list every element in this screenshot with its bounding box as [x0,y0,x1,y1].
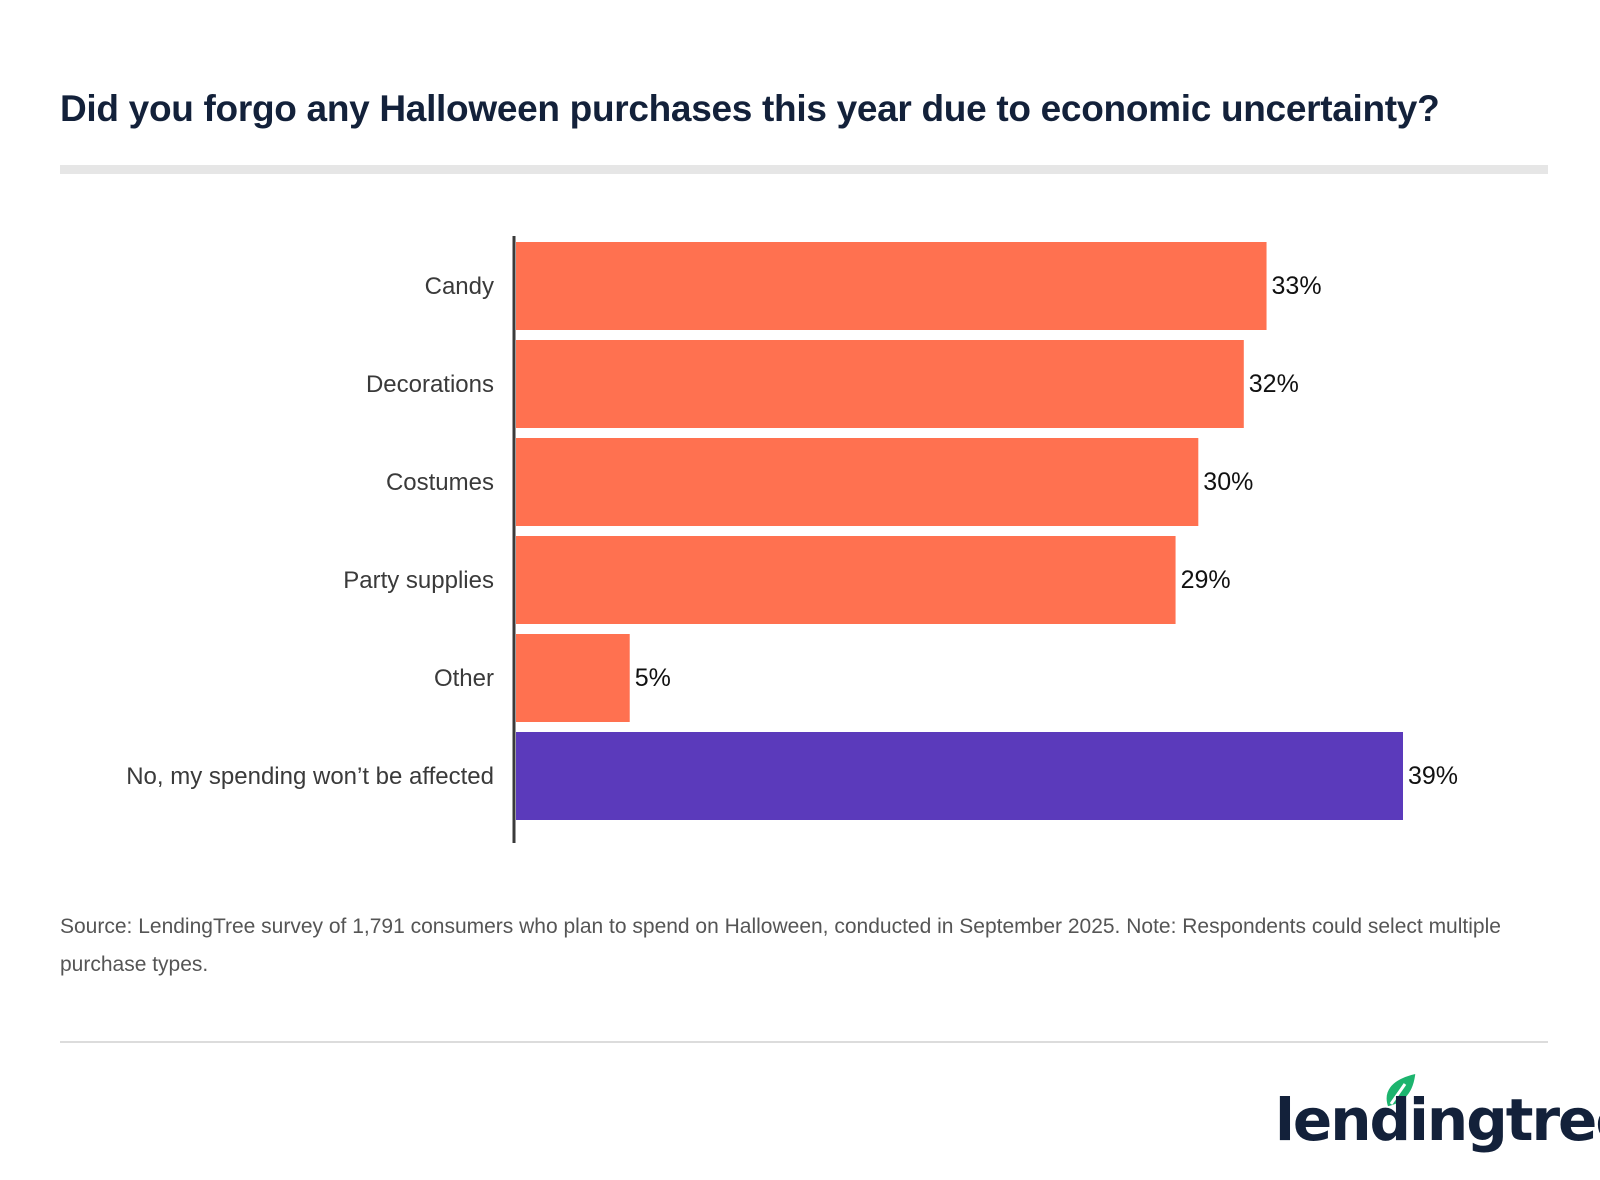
footer-divider [60,1041,1548,1043]
value-label: 29% [1181,566,1231,594]
value-label: 33% [1272,272,1322,300]
category-label: No, my spending won’t be affected [126,763,494,790]
chart-title: Did you forgo any Halloween purchases th… [60,88,1440,129]
category-label: Other [434,665,494,692]
category-label: Decorations [366,371,494,398]
value-label: 39% [1408,762,1458,790]
bar-1 [516,340,1244,428]
lendingtree-logo: lendingtree [1275,1070,1600,1160]
bar-2 [516,438,1199,526]
category-label: Costumes [386,469,494,496]
bar-chart: Candy 33% Decorations 32% Costumes 30% Party s… [126,236,1458,843]
bar-3 [516,536,1176,624]
source-note: Source: LendingTree survey of 1,791 cons… [60,915,1501,976]
category-label: Candy [425,273,494,300]
value-label: 32% [1249,370,1299,398]
bar-0 [516,242,1267,330]
title-divider [60,165,1548,174]
value-label: 30% [1203,468,1253,496]
leaf-icon [1383,1070,1419,1110]
category-label: Party supplies [343,567,494,594]
bar-5 [516,732,1403,820]
logo-text: lendingtree [1275,1086,1600,1154]
value-label: 5% [635,664,671,692]
bar-4 [516,634,630,722]
